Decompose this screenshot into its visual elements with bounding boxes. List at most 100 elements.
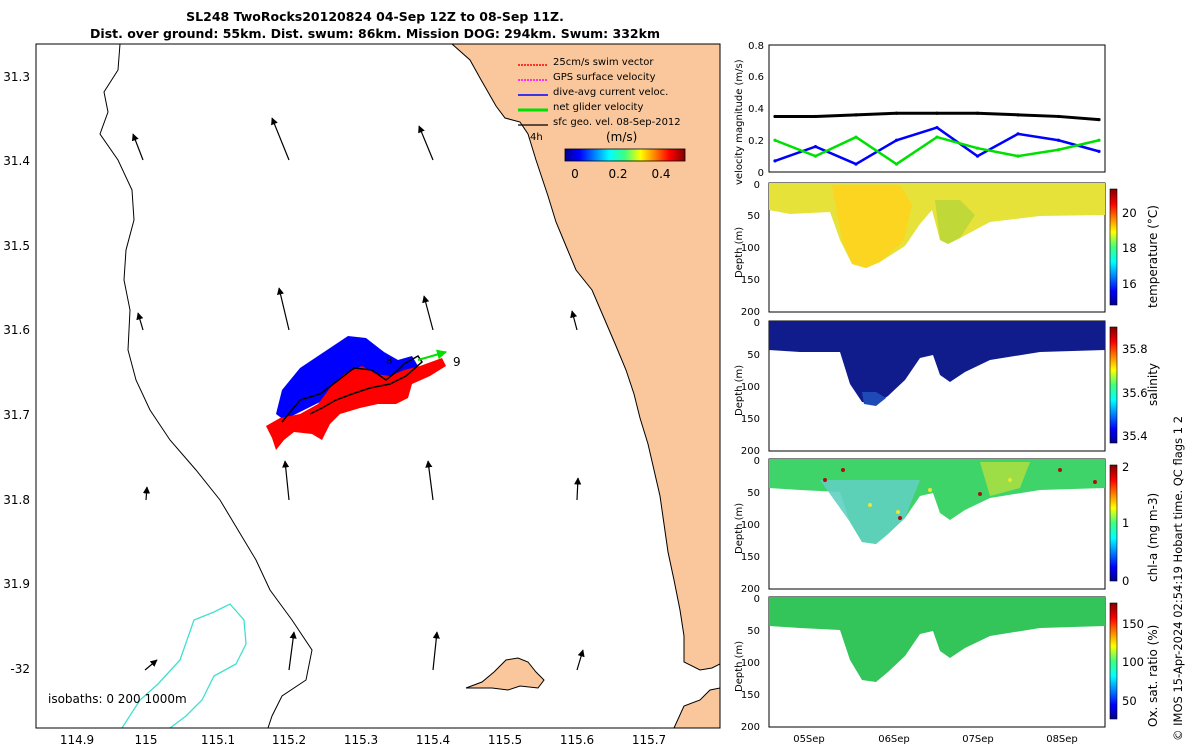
sal-depth-50: 50 — [747, 350, 760, 361]
ox-cb-100: 100 — [1122, 655, 1144, 669]
temp-cb-18: 18 — [1122, 241, 1137, 255]
velocity-point-0-7 — [1056, 114, 1061, 119]
map-y-tick-7: -32 — [10, 662, 30, 676]
chl-depth-200: 200 — [741, 584, 760, 595]
temp-cb-16: 16 — [1122, 277, 1137, 291]
map-y-tick-6: 31.9 — [3, 577, 30, 591]
velocity-point-2-1 — [813, 154, 818, 158]
sal-depth-100: 100 — [741, 382, 760, 393]
map-colorbar-label: (m/s) — [606, 130, 637, 144]
ox-clabel: Ox. sat. ratio (%) — [1146, 625, 1160, 727]
map-cb-tick-2: 0.4 — [651, 167, 670, 181]
velocity-point-1-5 — [975, 154, 980, 158]
velocity-point-1-7 — [1056, 138, 1061, 142]
land-mainland — [452, 44, 720, 670]
velocity-point-0-0 — [773, 114, 777, 119]
ox-cb-150: 150 — [1122, 617, 1144, 631]
sal-cb-356: 35.6 — [1122, 386, 1148, 400]
vel-ylabel: velocity magnitude (m/s) — [734, 59, 745, 185]
sal-cb-354: 35.4 — [1122, 429, 1148, 443]
current-vectors — [131, 117, 585, 671]
track-label-end: 9 — [453, 355, 461, 369]
velocity-point-1-6 — [1016, 132, 1020, 136]
temp-depth-0: 0 — [754, 180, 760, 191]
vel-y-tick-4: 0.8 — [748, 41, 764, 52]
sal-depth-0: 0 — [754, 318, 760, 329]
map-y-tick-1: 31.4 — [3, 154, 30, 168]
velocity-panel: 0.8 0.6 0.4 0.2 0 velocity magnitude (m/… — [734, 41, 1106, 185]
isobath-note: isobaths: 0 200 1000m — [48, 692, 187, 706]
temp-ylabel: Depth (m) — [734, 227, 745, 278]
legend-label-0: 25cm/s swim vector — [553, 57, 654, 68]
velocity-point-2-4 — [935, 135, 939, 139]
velocity-point-1-4 — [935, 125, 939, 130]
velocity-point-1-0 — [773, 159, 777, 163]
velocity-point-2-8 — [1097, 138, 1101, 142]
ox-depth-200: 200 — [741, 722, 760, 733]
map-y-axis: 31.3 31.4 31.5 31.6 31.7 31.8 31.9 -32 — [3, 70, 30, 676]
temp-clabel: temperature (°C) — [1146, 205, 1160, 308]
time-tick-2: 07Sep — [962, 734, 994, 745]
ox-cb-50: 50 — [1122, 694, 1137, 708]
velocity-point-2-7 — [1056, 148, 1061, 152]
velocity-point-0-2 — [854, 113, 858, 117]
velocity-point-0-4 — [935, 111, 939, 115]
velocity-point-0-5 — [975, 111, 980, 115]
time-tick-0: 05Sep — [793, 734, 825, 745]
velocity-point-0-6 — [1016, 113, 1020, 117]
imos-credit: © IMOS 15-Apr-2024 02:54:19 Hobart time.… — [1171, 415, 1185, 741]
chl-depth-150: 150 — [741, 552, 760, 563]
track-label-mid: 8 — [386, 356, 392, 367]
velocity-point-1-1 — [813, 145, 818, 149]
map-colorbar: (m/s) 0 0.2 0.4 — [564, 130, 686, 181]
chl-cb-1: 1 — [1122, 516, 1129, 530]
isobath-200 — [99, 44, 313, 728]
legend-label-4: sfc geo. vel. 08-Sep-2012 — [553, 117, 681, 128]
sal-clabel: salinity — [1146, 363, 1160, 406]
sal-ylabel: Depth (m) — [734, 365, 745, 416]
legend-label-2: dive-avg current veloc. — [553, 87, 668, 98]
chla-panel: 0 50 100 150 200 Depth (m) 0 1 2 chl-a (… — [734, 456, 1160, 595]
map-x-tick-0: 114.9 — [60, 733, 94, 747]
temperature-panel: 0 50 100 150 200 Depth (m) 16 18 20 temp… — [734, 180, 1160, 318]
chl-cb-0: 0 — [1122, 574, 1129, 588]
land-island — [465, 657, 545, 691]
map-y-tick-3: 31.6 — [3, 323, 30, 337]
map-y-tick-2: 31.5 — [3, 239, 30, 253]
sal-depth-200: 200 — [741, 446, 760, 457]
vel-y-tick-1: 0.2 — [748, 136, 764, 147]
legend-note: 4h — [530, 132, 543, 143]
sal-depth-150: 150 — [741, 414, 760, 425]
velocity-point-0-1 — [813, 114, 818, 119]
ox-ylabel: Depth (m) — [734, 641, 745, 692]
map-y-tick-5: 31.8 — [3, 493, 30, 507]
ox-depth-50: 50 — [747, 626, 760, 637]
title-line-2: Dist. over ground: 55km. Dist. swum: 86k… — [90, 26, 660, 41]
map-x-tick-6: 115.5 — [488, 733, 522, 747]
vel-y-tick-3: 0.6 — [748, 72, 764, 83]
land-south-coast — [673, 687, 720, 728]
legend-label-3: net glider velocity — [553, 102, 643, 113]
map-y-tick-4: 31.7 — [3, 408, 30, 422]
map-x-tick-8: 115.7 — [632, 733, 666, 747]
map-x-axis: 114.9 115 115.1 115.2 115.3 115.4 115.5 … — [60, 733, 666, 747]
swim-vectors — [266, 358, 446, 450]
velocity-point-1-3 — [894, 138, 899, 142]
velocity-point-1-8 — [1097, 149, 1101, 153]
map-x-tick-1: 115 — [135, 733, 158, 747]
map-x-tick-4: 115.3 — [344, 733, 378, 747]
velocity-point-2-6 — [1016, 154, 1020, 158]
chl-depth-100: 100 — [741, 520, 760, 531]
ox-depth-0: 0 — [754, 594, 760, 605]
chl-depth-0: 0 — [754, 456, 760, 467]
chl-cb-2: 2 — [1122, 460, 1129, 474]
oxygen-panel: 0 50 100 150 200 Depth (m) 50 100 150 Ox… — [734, 594, 1160, 733]
velocity-point-2-5 — [975, 146, 980, 150]
map-x-tick-7: 115.6 — [560, 733, 594, 747]
ox-depth-100: 100 — [741, 658, 760, 669]
map-x-tick-2: 115.1 — [201, 733, 235, 747]
map-panel: 9 8 25cm/s swim vector GPS surface veloc… — [3, 43, 721, 747]
time-tick-3: 08Sep — [1046, 734, 1078, 745]
net-glider-velocity-vector — [417, 349, 447, 361]
